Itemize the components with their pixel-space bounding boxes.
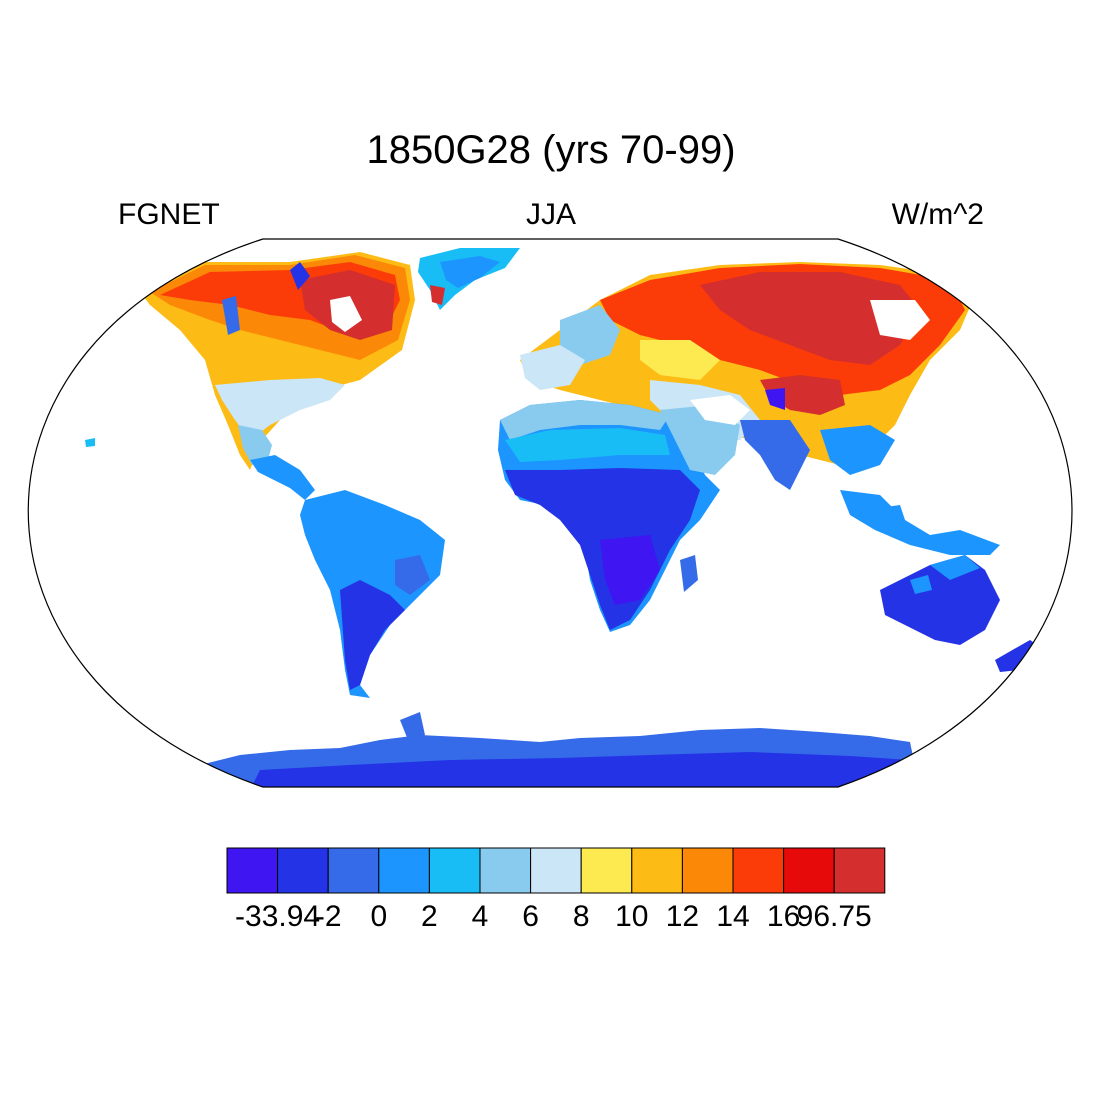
colorbar-box	[681, 847, 734, 894]
eurasia	[520, 262, 1000, 555]
colorbar-box	[833, 847, 886, 894]
colorbar-box	[580, 847, 633, 894]
colorbar-tick-label: -33.94	[235, 900, 321, 933]
antarctica	[200, 712, 920, 787]
colorbar-tick-label: 12	[665, 900, 700, 933]
colorbar-tick-label: 2	[421, 900, 438, 933]
colorbar-tick-label: 8	[572, 900, 590, 933]
season-label: JJA	[525, 198, 576, 231]
colorbar-box	[327, 847, 380, 894]
colorbar-tick-label: 10	[615, 900, 649, 933]
colorbar-box	[277, 847, 329, 894]
units-label: W/m^2	[891, 198, 984, 231]
colorbar-box	[530, 847, 582, 894]
colorbar-tick-label: -2	[314, 900, 342, 933]
variable-label: FGNET	[118, 198, 220, 231]
colorbar-tick-label: 4	[471, 900, 489, 933]
colorbar-box	[226, 847, 279, 894]
colorbar-box	[378, 847, 430, 894]
colorbar-box	[631, 847, 683, 894]
islands	[85, 438, 932, 594]
north-america	[140, 252, 415, 500]
colorbar-tick-label: 96.75	[796, 900, 872, 933]
colorbar-tick-label: 6	[522, 900, 539, 933]
map-title: 1850G28 (yrs 70-99)	[366, 128, 736, 172]
colorbar-tick-label: 0	[370, 900, 388, 933]
map-border	[27, 238, 1073, 788]
colorbar-box	[732, 847, 785, 894]
africa	[498, 400, 720, 632]
colorbar-box	[783, 847, 835, 894]
arabia	[660, 395, 750, 475]
greenland	[418, 248, 520, 310]
colorbar-tick-label: 14	[716, 900, 750, 933]
colorbar-box	[479, 847, 532, 894]
colorbar-box	[428, 847, 481, 894]
colorbar-tick-label: 16	[766, 900, 801, 933]
south-america	[300, 490, 445, 698]
